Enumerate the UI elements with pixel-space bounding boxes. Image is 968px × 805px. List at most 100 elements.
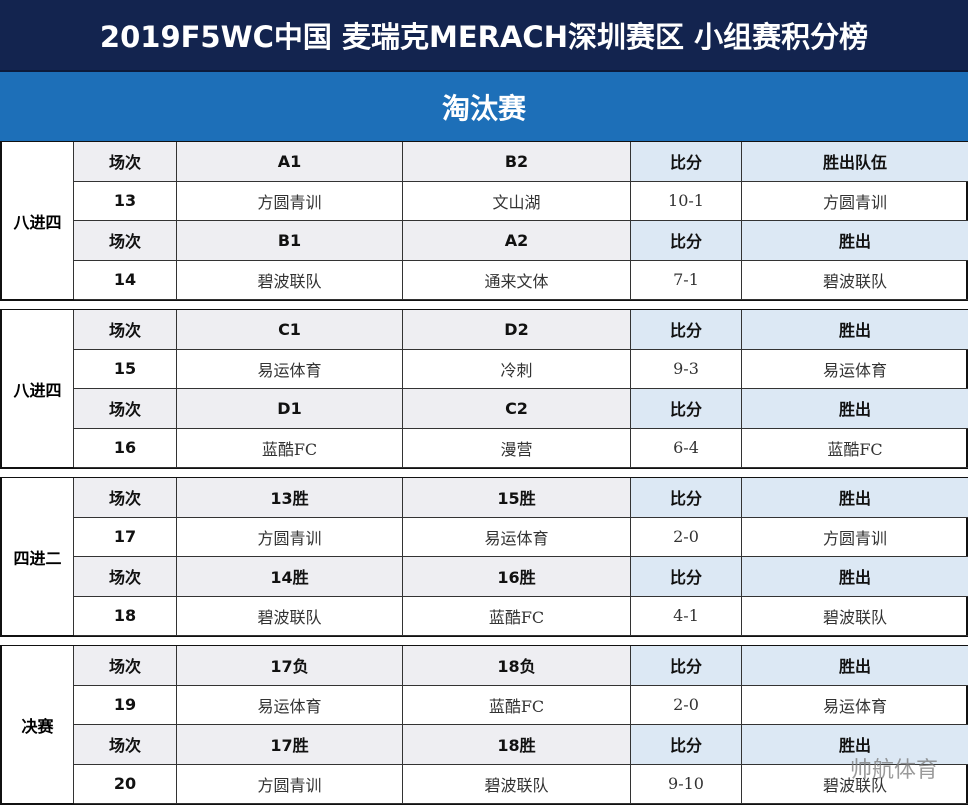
bracket-group: 八进四 场次 A1 B2 比分 胜出队伍 13 方圆青训 文山湖 10-1 方圆青训 场次 B1 A2 比分… xyxy=(0,141,968,301)
match-no-cell: 16 xyxy=(74,428,177,467)
match-no-cell: 14 xyxy=(74,260,177,299)
match-no-header: 场次 xyxy=(74,725,177,764)
team-a-header: A1 xyxy=(177,142,403,181)
header-row: 场次 D1 C2 比分 胜出 xyxy=(74,389,968,429)
score-header: 比分 xyxy=(631,646,742,685)
header-row: 场次 17负 18负 比分 胜出 xyxy=(74,646,968,686)
team-a-cell: 方圆青训 xyxy=(177,517,403,556)
table-row: 16 蓝酷FC 漫营 6-4 蓝酷FC xyxy=(74,428,968,468)
score-cell: 10-1 xyxy=(631,181,742,220)
winner-cell: 碧波联队 xyxy=(822,775,887,795)
table-row: 18 碧波联队 蓝酷FC 4-1 碧波联队 xyxy=(74,596,968,636)
winner-cell: 蓝酷FC xyxy=(827,439,883,459)
score-header: 比分 xyxy=(631,310,742,349)
score-cell: 6-4 xyxy=(631,428,742,467)
table-row: 15 易运体育 冷刺 9-3 易运体育 xyxy=(74,349,968,389)
bracket-group: 决赛 场次 17负 18负 比分 胜出 19 易运体育 蓝酷FC 2-0 易运体育 场次 17胜 18胜比… xyxy=(0,645,968,805)
score-header: 比分 xyxy=(631,389,742,428)
team-b-cell: 漫营 xyxy=(403,428,631,467)
page-title: 2019F5WC中国 麦瑞克MERACH深圳赛区 小组赛积分榜 xyxy=(0,0,968,70)
table-row: 20 方圆青训 碧波联队 9-10 碧波联队 xyxy=(74,764,968,804)
winner-cell: 碧波联队 xyxy=(822,607,887,627)
bracket-group: 四进二 场次 13胜 15胜 比分 胜出 17 方圆青训 易运体育 2-0 方圆青训 场次 14胜 16胜… xyxy=(0,477,968,637)
score-header: 比分 xyxy=(631,221,742,260)
team-a-cell: 方圆青训 xyxy=(177,181,403,220)
team-a-cell: 碧波联队 xyxy=(177,596,403,635)
team-a-cell: 蓝酷FC xyxy=(177,428,403,467)
team-b-cell: 碧波联队 xyxy=(403,764,631,803)
winner-cell: 方圆青训 xyxy=(822,192,887,212)
team-a-header: 13胜 xyxy=(177,478,403,517)
winner-header: 胜出队伍 xyxy=(742,142,968,181)
team-a-cell: 方圆青训 xyxy=(177,764,403,803)
winner-header: 胜出 xyxy=(742,478,968,517)
team-a-cell: 易运体育 xyxy=(177,349,403,388)
match-no-header: 场次 xyxy=(74,389,177,428)
match-no-header: 场次 xyxy=(74,646,177,685)
header-row: 场次 14胜 16胜 比分 胜出 xyxy=(74,557,968,597)
winner-cell: 方圆青训 xyxy=(822,528,887,548)
header-row: 场次 C1 D2 比分 胜出 xyxy=(74,310,968,350)
team-b-header: 18胜 xyxy=(403,725,631,764)
score-cell: 4-1 xyxy=(631,596,742,635)
score-header: 比分 xyxy=(631,142,742,181)
score-header: 比分 xyxy=(631,557,742,596)
score-header: 比分 xyxy=(631,478,742,517)
round-label: 八进四 xyxy=(2,142,74,299)
team-b-header: 18负 xyxy=(403,646,631,685)
team-a-header: B1 xyxy=(177,221,403,260)
team-b-header: C2 xyxy=(403,389,631,428)
team-b-cell: 易运体育 xyxy=(403,517,631,556)
team-a-cell: 碧波联队 xyxy=(177,260,403,299)
team-b-header: A2 xyxy=(403,221,631,260)
round-label: 决赛 xyxy=(2,646,74,803)
winner-cell: 易运体育 xyxy=(822,696,887,716)
table-row: 14 碧波联队 通来文体 7-1 碧波联队 xyxy=(74,260,968,300)
team-b-cell: 蓝酷FC xyxy=(403,596,631,635)
match-no-cell: 13 xyxy=(74,181,177,220)
winner-header: 胜出 xyxy=(742,221,968,260)
match-no-header: 场次 xyxy=(74,310,177,349)
team-b-cell: 文山湖 xyxy=(403,181,631,220)
header-row: 场次 B1 A2 比分 胜出 xyxy=(74,221,968,261)
team-a-cell: 易运体育 xyxy=(177,685,403,724)
match-no-header: 场次 xyxy=(74,221,177,260)
team-b-header: D2 xyxy=(403,310,631,349)
round-label: 八进四 xyxy=(2,310,74,467)
table-row: 13 方圆青训 文山湖 10-1 方圆青训 xyxy=(74,181,968,221)
team-b-header: B2 xyxy=(403,142,631,181)
winner-cell: 碧波联队 xyxy=(822,271,887,291)
winner-header: 胜出 xyxy=(742,310,968,349)
match-no-header: 场次 xyxy=(74,478,177,517)
team-b-cell: 蓝酷FC xyxy=(403,685,631,724)
score-cell: 9-10 xyxy=(631,764,742,803)
table-row: 19 易运体育 蓝酷FC 2-0 易运体育 xyxy=(74,685,968,725)
score-cell: 9-3 xyxy=(631,349,742,388)
header-row: 场次 13胜 15胜 比分 胜出 xyxy=(74,478,968,518)
match-no-header: 场次 xyxy=(74,142,177,181)
score-cell: 7-1 xyxy=(631,260,742,299)
match-no-cell: 17 xyxy=(74,517,177,556)
bracket-group: 八进四 场次 C1 D2 比分 胜出 15 易运体育 冷刺 9-3 易运体育 场次 D1 C2 比分 胜出 16… xyxy=(0,309,968,469)
score-cell: 2-0 xyxy=(631,517,742,556)
match-no-cell: 19 xyxy=(74,685,177,724)
match-no-cell: 20 xyxy=(74,764,177,803)
winner-header: 胜出 xyxy=(742,389,968,428)
winner-header: 胜出 xyxy=(742,725,968,764)
team-a-header: 17负 xyxy=(177,646,403,685)
winner-header: 胜出 xyxy=(742,646,968,685)
table-row: 17 方圆青训 易运体育 2-0 方圆青训 xyxy=(74,517,968,557)
team-a-header: C1 xyxy=(177,310,403,349)
winner-cell: 易运体育 xyxy=(822,360,887,380)
round-label: 四进二 xyxy=(2,478,74,635)
team-a-header: D1 xyxy=(177,389,403,428)
section-title: 淘汰赛 xyxy=(0,70,968,141)
team-b-cell: 通来文体 xyxy=(403,260,631,299)
team-a-header: 14胜 xyxy=(177,557,403,596)
team-b-cell: 冷刺 xyxy=(403,349,631,388)
match-no-cell: 18 xyxy=(74,596,177,635)
header-row: 场次 A1 B2 比分 胜出队伍 xyxy=(74,142,968,182)
team-b-header: 16胜 xyxy=(403,557,631,596)
team-a-header: 17胜 xyxy=(177,725,403,764)
winner-header: 胜出 xyxy=(742,557,968,596)
